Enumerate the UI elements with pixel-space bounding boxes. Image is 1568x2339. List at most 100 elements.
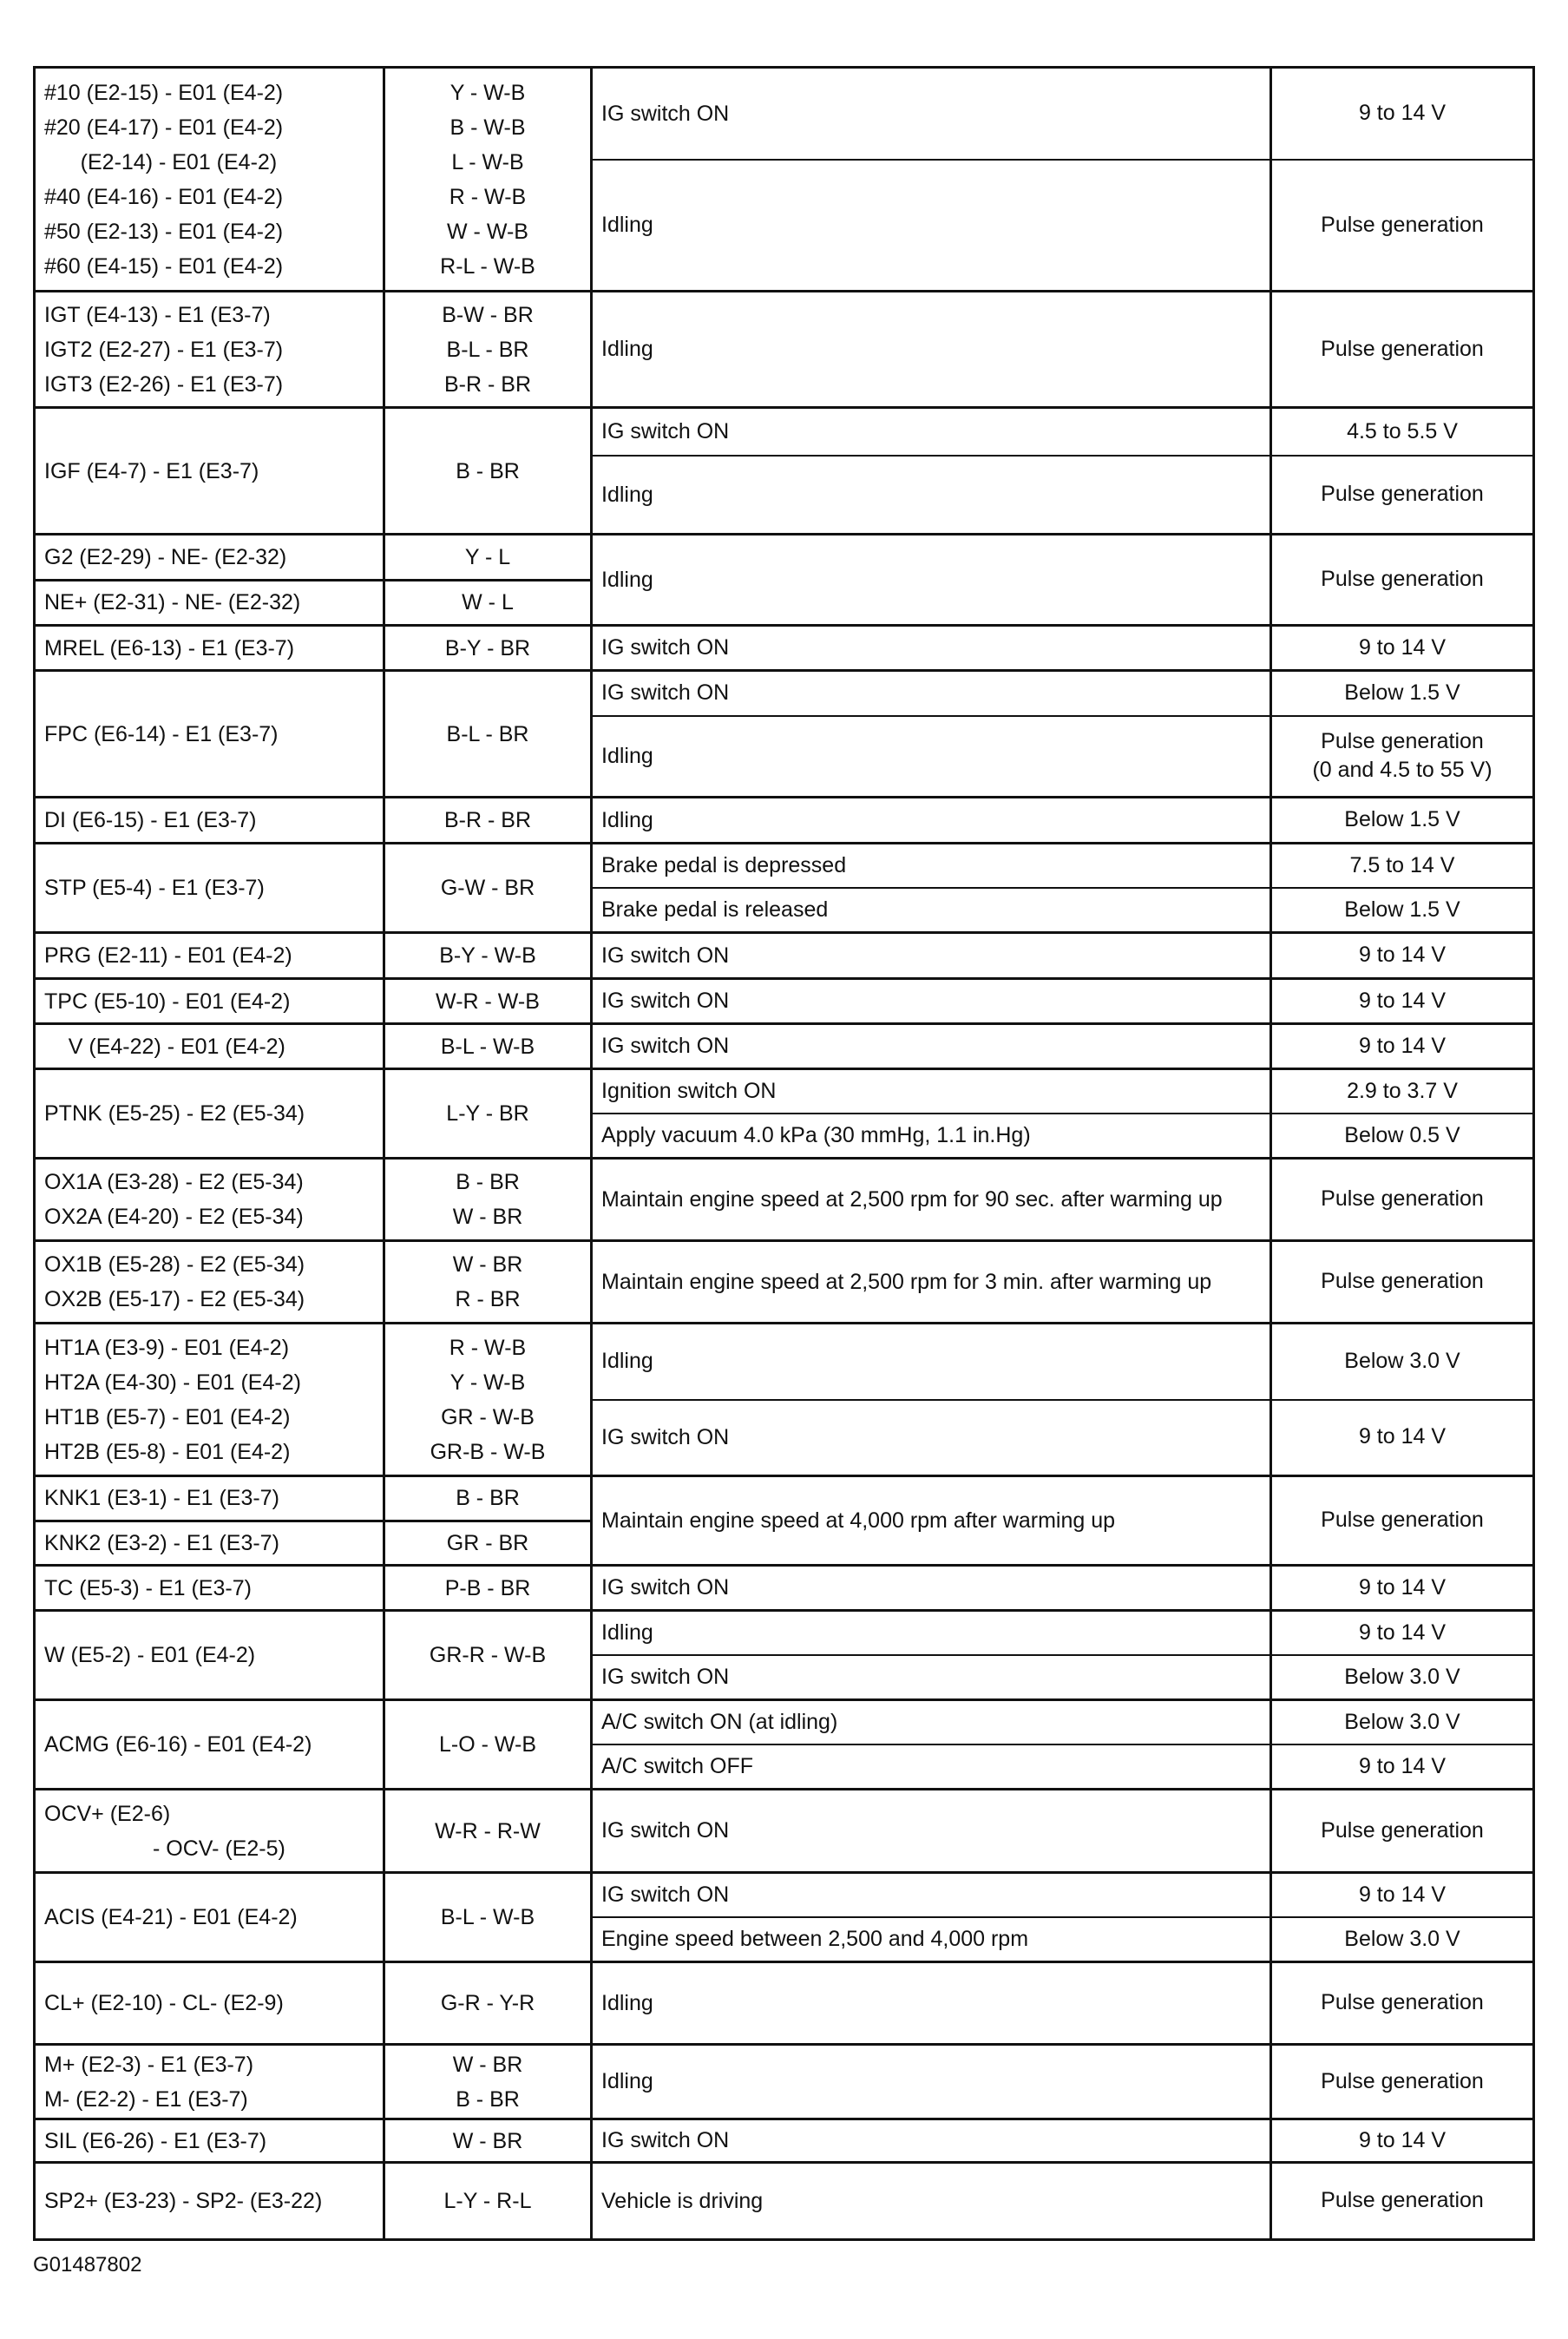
- terminal-cell: CL+ (E2-10) - CL- (E2-9): [36, 1963, 385, 2043]
- condition-row: IG switch ON 9 to 14 V: [593, 1025, 1532, 1068]
- table-row-group: HT1A (E3-9) - E01 (E4-2) HT2A (E4-30) - E…: [36, 1322, 1532, 1475]
- condition-label: Ignition switch ON: [593, 1070, 1272, 1113]
- terminal-cell: OCV+ (E2-6) - OCV- (E2-5): [36, 1790, 385, 1871]
- condition-area: Idling Pulse generation: [593, 535, 1532, 624]
- wiring-color: B-L - W-B: [440, 1034, 535, 1059]
- condition-label: IG switch ON: [593, 934, 1272, 977]
- specified-condition: Pulse generation (0 and 4.5 to 55 V): [1312, 728, 1493, 783]
- condition-row: Apply vacuum 4.0 kPa (30 mmHg, 1.1 in.Hg…: [593, 1113, 1532, 1157]
- condition-row: Idling Pulse generation: [593, 159, 1532, 290]
- condition-label: Maintain engine speed at 2,500 rpm for 3…: [593, 1242, 1272, 1322]
- wiring-color-cell: W - BR R - BR: [385, 1242, 593, 1322]
- figure-id: G01487802: [33, 2253, 142, 2277]
- terminal-cell: W (E5-2) - E01 (E4-2): [36, 1612, 385, 1698]
- table-row-group: PTNK (E5-25) - E2 (E5-34) L-Y - BR Ignitio…: [36, 1068, 1532, 1157]
- terminal-label: M- (E2-2) - E1 (E3-7): [44, 2086, 248, 2112]
- wiring-color: L - W-B: [451, 149, 524, 174]
- wiring-color-cell: P-B - BR: [385, 1567, 593, 1609]
- terminal-label: MREL (E6-13) - E1 (E3-7): [44, 635, 295, 660]
- condition-row: IG switch ON Below 1.5 V: [593, 672, 1532, 715]
- terminal-label: KNK2 (E3-2) - E1 (E3-7): [36, 1519, 383, 1565]
- specified-condition: 9 to 14 V: [1358, 2127, 1447, 2152]
- condition-row: IG switch ON 9 to 14 V: [593, 627, 1532, 669]
- terminal-label: IGT2 (E2-27) - E1 (E3-7): [44, 337, 284, 362]
- specified-condition: Pulse generation: [1321, 212, 1484, 237]
- specified-condition: 4.5 to 5.5 V: [1347, 418, 1458, 443]
- condition-area: Idling 9 to 14 V IG switch ON Below 3.0 V: [593, 1612, 1532, 1698]
- table-row-group: CL+ (E2-10) - CL- (E2-9) G-R - Y-R Idling P…: [36, 1961, 1532, 2043]
- terminal-label: SIL (E6-26) - E1 (E3-7): [44, 2128, 267, 2153]
- wiring-color: R - W-B: [449, 1335, 527, 1360]
- table-row-group: M+ (E2-3) - E1 (E3-7) M- (E2-2) - E1 (E3-…: [36, 2043, 1532, 2118]
- condition-row: IG switch ON 9 to 14 V: [593, 69, 1532, 160]
- condition-area: Ignition switch ON 2.9 to 3.7 V Apply vacu…: [593, 1070, 1532, 1157]
- table-row-group: ACIS (E4-21) - E01 (E4-2) B-L - W-B IG swi…: [36, 1871, 1532, 1961]
- wiring-color: W - W-B: [447, 219, 528, 244]
- wiring-color-cell: R - W-B Y - W-B GR - W-B GR-B - W-B: [385, 1324, 593, 1475]
- terminal-label: STP (E5-4) - E1 (E3-7): [44, 876, 265, 900]
- specified-condition: Pulse generation: [1321, 567, 1484, 592]
- condition-label: IG switch ON: [593, 69, 1272, 160]
- condition-area: Idling Below 3.0 V IG switch ON 9 to 14 V: [593, 1324, 1532, 1475]
- condition-row: Brake pedal is depressed 7.5 to 14 V: [593, 844, 1532, 887]
- wiring-color: GR-R - W-B: [429, 1643, 547, 1667]
- condition-label: IG switch ON: [593, 1025, 1272, 1068]
- wiring-color-cell: B - BR W - BR: [385, 1160, 593, 1239]
- terminal-cell: FPC (E6-14) - E1 (E3-7): [36, 672, 385, 796]
- wiring-color: B-L - BR: [446, 721, 529, 746]
- condition-row: Idling Pulse generation: [593, 455, 1532, 533]
- wiring-color-cell: L-Y - R-L: [385, 2164, 593, 2238]
- terminal-cell: V (E4-22) - E01 (E4-2): [36, 1025, 385, 1068]
- terminal-label: FPC (E6-14) - E1 (E3-7): [44, 721, 279, 746]
- wiring-color: GR - BR: [385, 1519, 590, 1565]
- wiring-color: B-W - BR: [442, 302, 534, 327]
- wiring-color-cell: B-Y - BR: [385, 627, 593, 669]
- wiring-color: B-R - BR: [444, 808, 531, 832]
- terminal-label: KNK1 (E3-1) - E1 (E3-7): [44, 1486, 279, 1511]
- wiring-color: W - BR: [452, 1205, 523, 1229]
- condition-label: Vehicle is driving: [593, 2164, 1272, 2238]
- condition-row: Idling Pulse generation: [593, 292, 1532, 406]
- terminal-label: OX1A (E3-28) - E2 (E5-34): [44, 1170, 304, 1194]
- condition-row: Maintain engine speed at 4,000 rpm after…: [593, 1477, 1532, 1564]
- specified-condition: Pulse generation: [1321, 1269, 1484, 1294]
- wiring-color-cell: Y - W-B B - W-B L - W-B R - W-B W - W-B R-L -…: [385, 69, 593, 290]
- terminal-label: #40 (E4-16) - E01 (E4-2): [44, 184, 284, 209]
- wiring-color-cell: W - BR: [385, 2120, 593, 2161]
- wiring-color: P-B - BR: [444, 1575, 531, 1600]
- condition-label: Idling: [593, 535, 1272, 624]
- specified-condition: Pulse generation: [1321, 2068, 1484, 2093]
- condition-row: Brake pedal is released Below 1.5 V: [593, 887, 1532, 931]
- specified-condition: Below 1.5 V: [1344, 897, 1460, 922]
- condition-label: Idling: [593, 1612, 1272, 1654]
- condition-area: Maintain engine speed at 2,500 rpm for 9…: [593, 1160, 1532, 1239]
- specified-condition: 9 to 14 V: [1358, 1753, 1447, 1778]
- condition-area: Idling Pulse generation: [593, 1963, 1532, 2043]
- condition-row: A/C switch OFF 9 to 14 V: [593, 1744, 1532, 1788]
- specified-condition: 9 to 14 V: [1358, 1620, 1447, 1645]
- terminal-cell: M+ (E2-3) - E1 (E3-7) M- (E2-2) - E1 (E3-…: [36, 2046, 385, 2118]
- wiring-color: GR - W-B: [441, 1404, 535, 1429]
- wiring-color-cell: W-R - R-W: [385, 1790, 593, 1871]
- wiring-color: GR-B - W-B: [430, 1439, 546, 1464]
- table-row-group: OX1B (E5-28) - E2 (E5-34) OX2B (E5-17) - …: [36, 1239, 1532, 1322]
- condition-area: IG switch ON 9 to 14 V: [593, 980, 1532, 1022]
- terminal-label: OCV+ (E2-6): [44, 1801, 171, 1826]
- table-row-group: SIL (E6-26) - E1 (E3-7) W - BR IG switch O…: [36, 2118, 1532, 2161]
- terminal-label: ACMG (E6-16) - E01 (E4-2): [44, 1732, 312, 1757]
- terminal-label: TC (E5-3) - E1 (E3-7): [44, 1575, 252, 1600]
- terminal-cell: MREL (E6-13) - E1 (E3-7): [36, 627, 385, 669]
- wiring-color: R - BR: [455, 1287, 521, 1311]
- condition-area: IG switch ON 9 to 14 V Idling Pulse generat…: [593, 69, 1532, 290]
- terminal-cell: #10 (E2-15) - E01 (E4-2) #20 (E4-17) - E0…: [36, 69, 385, 290]
- wiring-color: B-Y - W-B: [439, 943, 536, 968]
- terminal-label: HT2B (E5-8) - E01 (E4-2): [44, 1439, 291, 1464]
- wiring-color-cell: B-R - BR: [385, 798, 593, 842]
- terminal-label: CL+ (E2-10) - CL- (E2-9): [44, 1991, 284, 2015]
- terminal-cell: KNK1 (E3-1) - E1 (E3-7) KNK2 (E3-2) - E1 …: [36, 1477, 385, 1564]
- wiring-color-cell: B-L - BR: [385, 672, 593, 796]
- terminal-label: PRG (E2-11) - E01 (E4-2): [44, 943, 292, 968]
- wiring-color: L-Y - BR: [446, 1101, 529, 1126]
- specified-condition: 9 to 14 V: [1358, 1424, 1447, 1449]
- wiring-color: W-R - W-B: [436, 989, 540, 1014]
